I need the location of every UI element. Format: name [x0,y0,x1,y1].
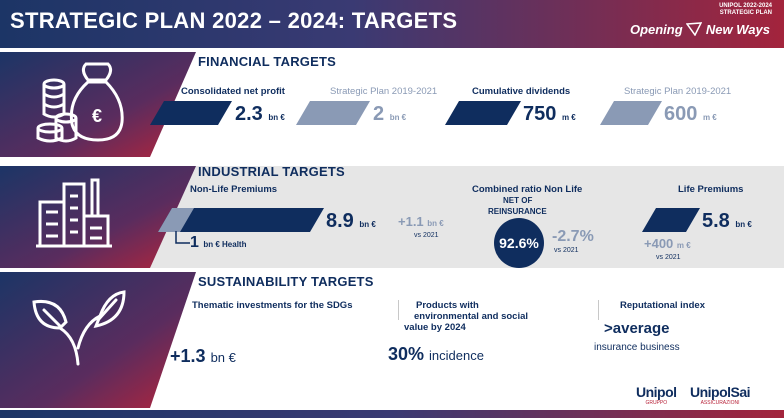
products-label-3: value by 2024 [404,322,466,333]
unipolsai-logo-text: UnipolSai [690,384,751,400]
profit-value: 2.3 bn € [235,103,285,126]
profit-number: 2.3 [235,103,263,125]
svg-text:€: € [92,106,102,126]
health-unit: bn € Health [203,240,247,249]
factory-icon [36,178,112,248]
industrial-title: INDUSTRIAL TARGETS [198,164,345,179]
prev-profit-number: 2 [373,103,385,125]
nonlife-value: 8.9 bn € [326,210,376,233]
sustainability-title: SUSTAINABILITY TARGETS [198,274,374,289]
profit-label: Consolidated net profit [181,86,285,97]
ratio-label-2: NET OF [503,196,533,205]
plan-brand-line1: UNIPOL 2022-2024 [719,3,772,9]
sustainability-stripe [0,272,196,408]
ratio-delta: -2.7% [552,228,594,245]
life-number: 5.8 [702,210,730,232]
dividends-label: Cumulative dividends [472,86,571,97]
life-delta-number: +400 [644,236,674,251]
health-value: 1 bn € Health [190,234,246,252]
profit-unit: bn € [268,113,285,122]
page-title: STRATEGIC PLAN 2022 – 2024: TARGETS [10,8,458,33]
products-unit: incidence [429,348,484,363]
financial-title: FINANCIAL TARGETS [198,54,336,69]
prev-dividends-unit: m € [702,113,717,122]
money-bag-icon: € [36,62,124,143]
life-delta: +400 m € [644,236,691,251]
tagline-a: Opening [629,22,683,37]
health-connector [175,231,190,244]
ratio-label-1: Combined ratio Non Life [472,184,583,195]
products-number: 30% [388,344,425,364]
plan-brand-mark: UNIPOL 2022-2024 STRATEGIC PLAN [719,3,772,17]
tagline-b: New Ways [705,22,770,37]
prev-profit-value: 2 bn € [373,103,406,126]
products-label-2: environmental and social [414,311,529,322]
prev-plan-label-1: Strategic Plan 2019-2021 [330,86,438,97]
unipol-logo-sub: GRUPPO [645,400,668,406]
plan-brand-line2: STRATEGIC PLAN [719,10,772,16]
products-label: Products with environmental and social v… [404,300,529,333]
footer-bar [0,410,784,418]
sdg-label: Thematic investments for the SDGs [192,300,353,311]
unipol-logo-text: Unipol [636,384,677,400]
nonlife-delta-unit: bn € [427,219,444,228]
products-label-1: Products with [416,300,479,311]
leaves-icon [32,290,126,366]
life-delta-unit: m € [676,241,691,250]
dividends-value: 750 m € [523,103,576,126]
life-unit: bn € [735,220,752,229]
dividends-bar [445,101,521,125]
prev-dividends-value: 600 m € [664,103,717,126]
rep-label: Reputational index [620,300,705,311]
life-label: Life Premiums [678,184,744,195]
header-banner [0,0,784,48]
nonlife-delta: +1.1 bn € [398,214,444,229]
health-number: 1 [190,234,199,251]
prev-profit-unit: bn € [389,113,407,122]
sdg-number: +1.3 [170,346,206,366]
nonlife-label: Non-Life Premiums [190,184,278,195]
life-delta-ref: vs 2021 [656,254,681,261]
life-bar [642,208,700,232]
ratio-delta-ref: vs 2021 [554,247,579,254]
prev-dividends-number: 600 [664,103,698,125]
ratio-label-3: REINSURANCE [488,207,547,216]
nonlife-bar [158,208,324,232]
dividends-number: 750 [523,103,557,125]
nonlife-number: 8.9 [326,210,354,232]
life-value: 5.8 bn € [702,210,752,233]
unipolsai-logo: UnipolSai ASSICURAZIONI [690,384,751,406]
prev-plan-label-2: Strategic Plan 2019-2021 [624,86,732,97]
separator-1 [398,300,399,320]
sdg-unit: bn € [210,350,236,365]
nonlife-unit: bn € [359,220,376,229]
prev-profit-bar [296,101,370,125]
profit-bar [150,101,232,125]
unipol-logo: Unipol GRUPPO [636,384,677,406]
ratio-circle: 92.6% [494,218,544,268]
separator-2 [598,300,599,320]
rep-value: >average [604,320,670,337]
arrow-logo-icon [685,22,703,37]
products-value: 30% incidence [388,344,484,365]
nonlife-delta-ref: vs 2021 [414,232,439,239]
sdg-value: +1.3 bn € [170,346,236,367]
nonlife-delta-number: +1.1 [398,214,424,229]
rep-sub: insurance business [594,342,680,353]
unipolsai-logo-sub: ASSICURAZIONI [700,400,740,406]
dividends-unit: m € [561,113,576,122]
tagline: Opening New Ways [630,22,770,37]
prev-dividends-bar [600,101,662,125]
